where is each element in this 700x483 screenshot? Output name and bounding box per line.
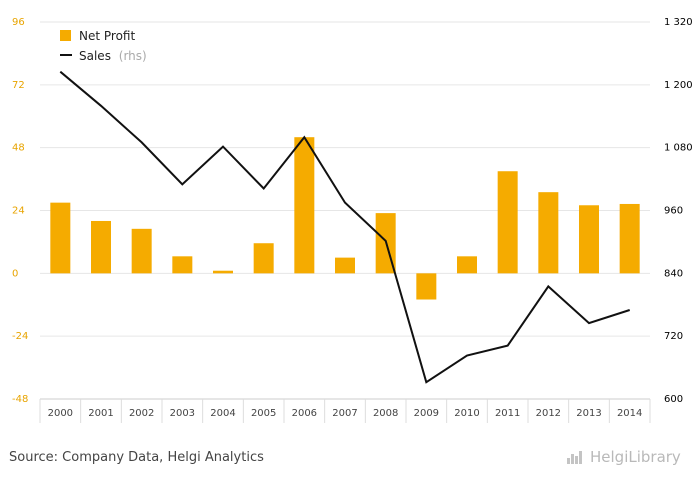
left-tick-label: 72 <box>12 80 25 91</box>
legend-swatch-net-profit <box>60 30 71 41</box>
left-tick-label: 48 <box>12 143 25 154</box>
bar-net-profit <box>294 137 315 274</box>
x-tick-label: 2012 <box>536 408 561 419</box>
bar-net-profit <box>619 203 640 274</box>
legend-label-net-profit: Net Profit <box>79 29 135 43</box>
right-tick-label: 600 <box>664 394 683 405</box>
sales-line <box>59 70 631 384</box>
bar-net-profit <box>172 256 193 274</box>
x-tick-label: 2000 <box>48 408 73 419</box>
bar-net-profit <box>416 273 437 300</box>
x-tick-label: 2014 <box>617 408 642 419</box>
left-tick-label: -24 <box>12 331 28 342</box>
left-tick-label: 24 <box>12 206 25 217</box>
helgi-logo-icon <box>567 451 582 464</box>
x-tick-label: 2001 <box>88 408 113 419</box>
axis-ticks: 96 1 320 72 1 200 48 1 080 24 960 0 840 -24 720 -48 6… <box>12 17 693 419</box>
legend: Net Profit Sales (rhs) <box>60 29 147 63</box>
x-tick-label: 2005 <box>251 408 276 419</box>
source-note: Source: Company Data, Helgi Analytics <box>9 450 264 465</box>
left-tick-label: 0 <box>12 268 18 279</box>
x-tick-label: 2003 <box>170 408 195 419</box>
legend-label-sales-name: Sales <box>79 49 111 63</box>
x-tick-label: 2004 <box>210 408 235 419</box>
left-tick-label: 96 <box>12 17 25 28</box>
right-tick-label: 1 320 <box>664 17 693 28</box>
bar-net-profit <box>579 205 599 274</box>
bar-net-profit <box>457 256 477 274</box>
x-tick-label: 2008 <box>373 408 398 419</box>
legend-label-sales-suffix: (rhs) <box>119 49 147 63</box>
x-tick-label: 2006 <box>292 408 317 419</box>
right-tick-label: 1 080 <box>664 143 693 154</box>
legend-label-sales: Sales (rhs) <box>79 49 147 63</box>
x-tick-label: 2007 <box>332 408 357 419</box>
bar-net-profit <box>253 243 274 274</box>
bar-net-profit <box>213 270 233 274</box>
x-tick-label: 2009 <box>414 408 439 419</box>
right-tick-label: 720 <box>664 331 683 342</box>
right-tick-label: 1 200 <box>664 80 693 91</box>
x-tick-label: 2010 <box>454 408 479 419</box>
bar-net-profit <box>335 257 355 274</box>
x-tick-label: 2013 <box>576 408 601 419</box>
x-tick-label: 2011 <box>495 408 520 419</box>
brand-logo: HelgiLibrary <box>566 448 681 466</box>
right-tick-label: 960 <box>664 206 683 217</box>
bar-net-profit <box>131 228 152 274</box>
line-sales <box>59 70 631 384</box>
bar-net-profit <box>497 171 518 274</box>
bar-net-profit <box>91 220 111 274</box>
right-tick-label: 840 <box>664 268 683 279</box>
gridlines <box>39 21 651 423</box>
bar-net-profit <box>50 202 71 274</box>
bar-net-profit <box>538 192 559 274</box>
net-profit-bars <box>50 137 640 300</box>
x-tick-label: 2002 <box>129 408 154 419</box>
left-tick-label: -48 <box>12 394 28 405</box>
brand-name: HelgiLibrary <box>590 448 681 466</box>
